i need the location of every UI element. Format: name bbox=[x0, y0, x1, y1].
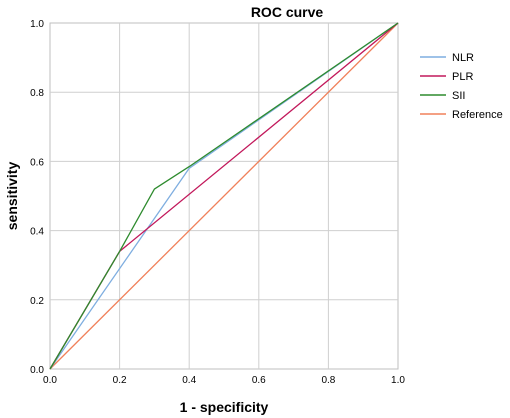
series-line-reference bbox=[49, 22, 399, 370]
x-tick-label: 1.0 bbox=[391, 375, 405, 386]
x-axis-label: 1 - specificity bbox=[180, 399, 269, 415]
series-line-sii bbox=[49, 22, 399, 370]
legend-label-sii: SII bbox=[452, 90, 465, 102]
x-tick-label: 0.4 bbox=[182, 375, 196, 386]
legend-label-reference: Reference bbox=[452, 109, 503, 121]
x-tick-label: 0.6 bbox=[252, 375, 266, 386]
tick-labels: 0.0 0.2 0.4 0.6 0.8 1.0 0.0 0.2 0.4 0.6 0.8 1.0 bbox=[30, 19, 405, 386]
chart-title: ROC curve bbox=[251, 4, 324, 20]
legend-label-plr: PLR bbox=[452, 71, 473, 83]
legend-label-nlr: NLR bbox=[452, 52, 474, 64]
legend: NLR PLR SII Reference bbox=[420, 52, 503, 121]
y-tick-label: 0.8 bbox=[30, 88, 44, 99]
x-tick-label: 0.8 bbox=[321, 375, 335, 386]
y-tick-label: 1.0 bbox=[30, 19, 44, 30]
series-group bbox=[49, 22, 399, 370]
y-tick-label: 0.0 bbox=[30, 365, 44, 376]
grid-lines bbox=[50, 23, 398, 369]
y-axis-label: sensitivity bbox=[4, 162, 20, 231]
x-tick-label: 0.0 bbox=[43, 375, 57, 386]
y-tick-label: 0.4 bbox=[30, 227, 44, 238]
y-tick-label: 0.6 bbox=[30, 157, 44, 168]
x-tick-label: 0.2 bbox=[113, 375, 127, 386]
y-tick-label: 0.2 bbox=[30, 296, 44, 307]
